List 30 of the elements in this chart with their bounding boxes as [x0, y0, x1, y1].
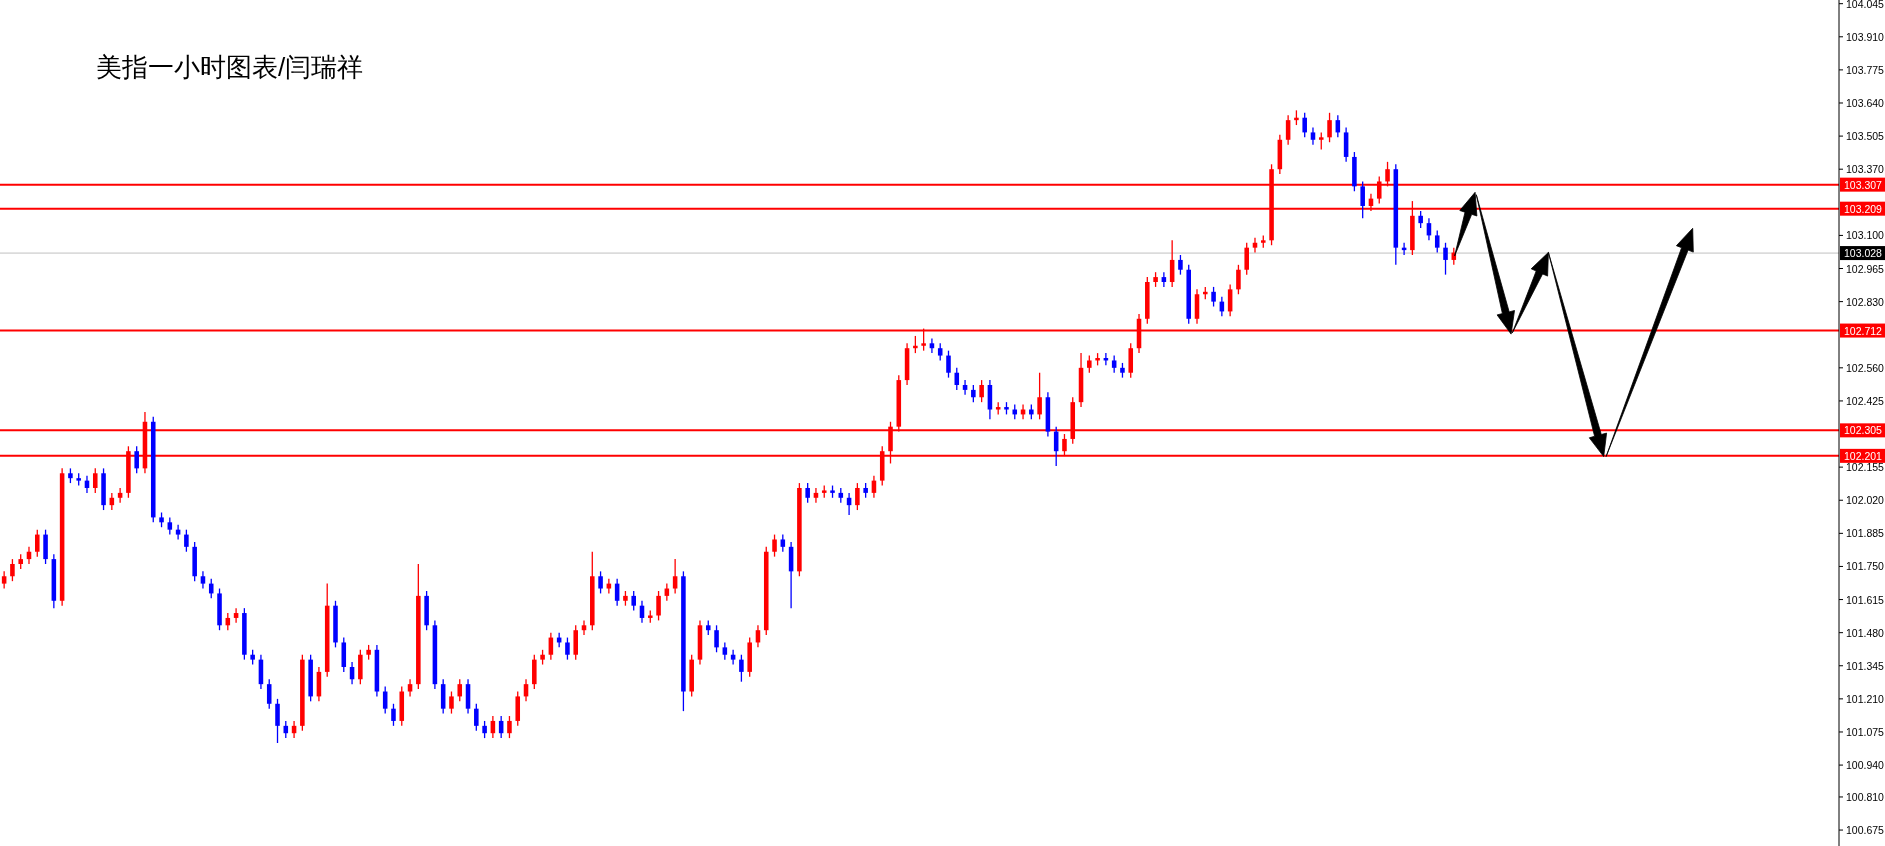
y-tick-label: 101.750: [1846, 560, 1885, 573]
y-tick-label: 101.345: [1846, 659, 1885, 672]
y-tick-label: 103.910: [1846, 30, 1885, 43]
y-tick-label: 103.640: [1846, 96, 1885, 109]
y-tick-label: 102.830: [1846, 295, 1885, 308]
ref-line-label: 103.307: [1844, 178, 1883, 191]
y-tick-label: 100.810: [1846, 790, 1885, 803]
ref-line-label: 103.209: [1844, 202, 1883, 215]
y-tick-label: 103.100: [1846, 229, 1885, 242]
ref-line-label: 102.712: [1844, 324, 1883, 337]
y-tick-label: 103.370: [1846, 163, 1885, 176]
ref-line-label: 102.201: [1844, 449, 1883, 462]
y-tick-label: 101.885: [1846, 527, 1885, 540]
y-tick-label: 102.020: [1846, 494, 1885, 507]
y-tick-label: 102.425: [1846, 394, 1885, 407]
ref-line-label: 102.305: [1844, 424, 1883, 437]
y-tick-label: 101.210: [1846, 692, 1885, 705]
y-tick-label: 103.505: [1846, 130, 1885, 143]
ref-line-label: 103.028: [1844, 247, 1883, 260]
text: 美指一小时图表/闫瑞祥: [96, 52, 364, 82]
y-tick-label: 100.940: [1846, 759, 1885, 772]
y-tick-label: 102.155: [1846, 461, 1885, 474]
y-tick-label: 101.480: [1846, 626, 1885, 639]
y-tick-label: 102.965: [1846, 262, 1885, 275]
y-tick-label: 102.560: [1846, 361, 1885, 374]
y-tick-label: 101.615: [1846, 593, 1885, 606]
y-tick-label: 103.775: [1846, 63, 1885, 76]
y-tick-label: 104.045: [1846, 0, 1885, 10]
y-tick-label: 100.675: [1846, 824, 1885, 837]
y-tick-label: 101.075: [1846, 725, 1885, 738]
